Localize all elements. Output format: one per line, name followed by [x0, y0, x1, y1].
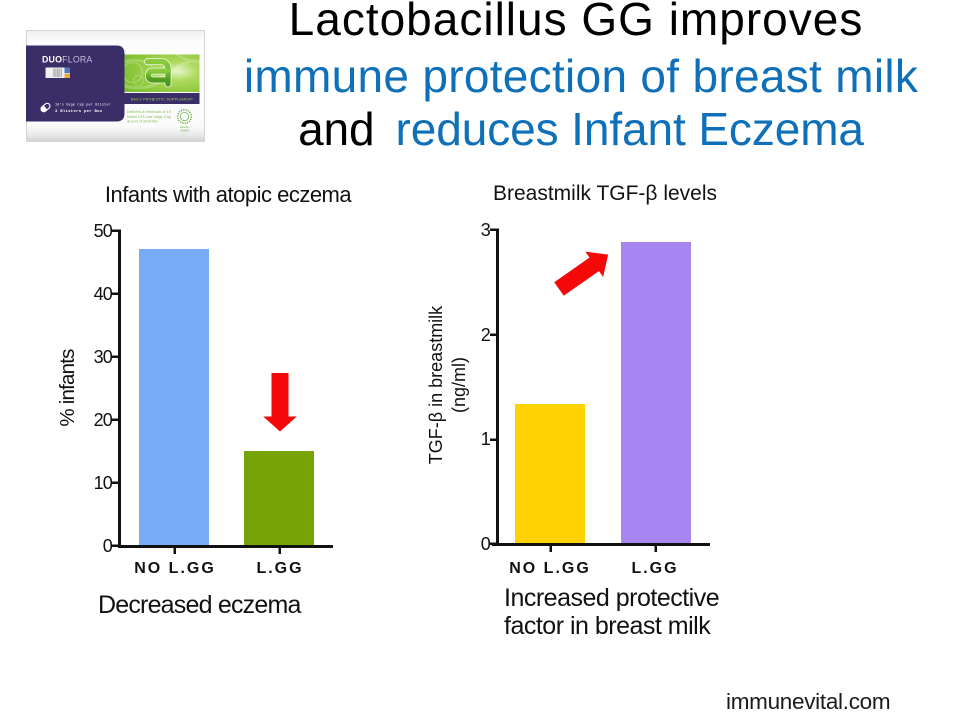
svg-text:JAKIM: JAKIM	[180, 128, 189, 132]
svg-text:Delivers a minimum of 10: Delivers a minimum of 10	[127, 109, 172, 114]
svg-text:10's Vege Cap per Blister: 10's Vege Cap per Blister	[55, 103, 111, 108]
svg-text:HALAL: HALAL	[180, 125, 190, 129]
svg-text:at end of shelf life: at end of shelf life	[127, 119, 158, 124]
svg-text:billion CFU per Vege Cap: billion CFU per Vege Cap	[127, 114, 171, 119]
svg-text:DAILY PROBIOTIC SUPPLEMENT: DAILY PROBIOTIC SUPPLEMENT	[131, 97, 194, 101]
svg-text:3 Blisters per Box: 3 Blisters per Box	[55, 109, 103, 114]
svg-text:DUOFLORA: DUOFLORA	[42, 55, 93, 65]
